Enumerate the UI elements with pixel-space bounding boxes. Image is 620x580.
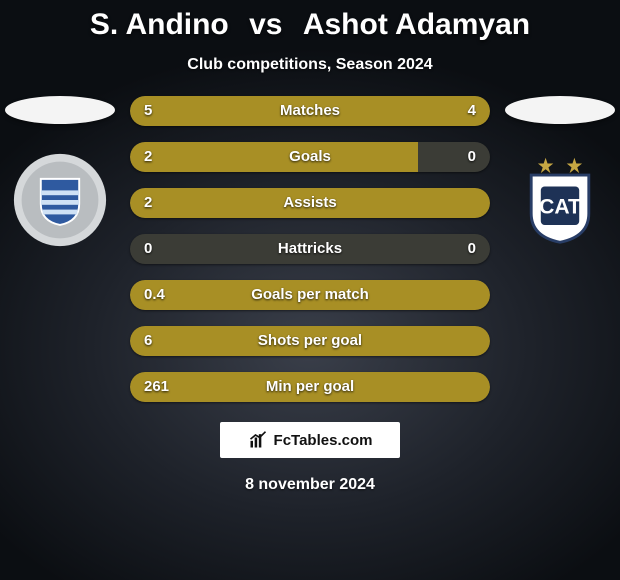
stat-row-hattricks: Hattricks0 0: [130, 234, 490, 264]
stat-value-right: 0: [468, 234, 476, 264]
stat-label: Assists: [130, 188, 490, 218]
stat-label: Matches: [130, 96, 490, 126]
stat-value-left: 0: [144, 234, 152, 264]
stat-value-left: 2: [144, 188, 152, 218]
left-side: [0, 96, 120, 248]
right-side: CAT: [500, 96, 620, 248]
player2-photo-placeholder: [505, 96, 615, 124]
stat-row-assists: Assists2: [130, 188, 490, 218]
player1-photo-placeholder: [5, 96, 115, 124]
stat-row-goals: Goals2 0: [130, 142, 490, 172]
stat-value-right: 4: [468, 96, 476, 126]
stat-value-left: 6: [144, 326, 152, 356]
date-label: 8 november 2024: [0, 476, 620, 494]
stat-row-min-per-goal: Min per goal261: [130, 372, 490, 402]
stat-value-right: 0: [468, 142, 476, 172]
stat-value-left: 261: [144, 372, 169, 402]
vs-label: vs: [249, 8, 282, 41]
stat-label: Min per goal: [130, 372, 490, 402]
talleres-crest: CAT: [512, 152, 608, 248]
stats-bars: Matches54Goals20Assists2Hattricks00Goals…: [120, 96, 500, 402]
stat-row-shots-per-goal: Shots per goal6: [130, 326, 490, 356]
stat-value-left: 5: [144, 96, 152, 126]
comparison-title: S. Andino vs Ashot Adamyan: [0, 0, 620, 42]
player2-name: Ashot Adamyan: [303, 8, 530, 41]
stat-label: Shots per goal: [130, 326, 490, 356]
stat-row-matches: Matches5 4: [130, 96, 490, 126]
chart-icon: [248, 430, 268, 450]
stat-value-left: 0.4: [144, 280, 165, 310]
stat-label: Goals: [130, 142, 490, 172]
branding-text: FcTables.com: [274, 432, 373, 449]
godoy-cruz-crest: [12, 152, 108, 248]
stat-label: Hattricks: [130, 234, 490, 264]
stat-label: Goals per match: [130, 280, 490, 310]
subtitle: Club competitions, Season 2024: [0, 56, 620, 74]
stat-row-goals-per-match: Goals per match0.4: [130, 280, 490, 310]
stat-value-left: 2: [144, 142, 152, 172]
svg-text:CAT: CAT: [539, 195, 581, 218]
player1-name: S. Andino: [90, 8, 229, 41]
fctables-branding: FcTables.com: [220, 422, 400, 458]
